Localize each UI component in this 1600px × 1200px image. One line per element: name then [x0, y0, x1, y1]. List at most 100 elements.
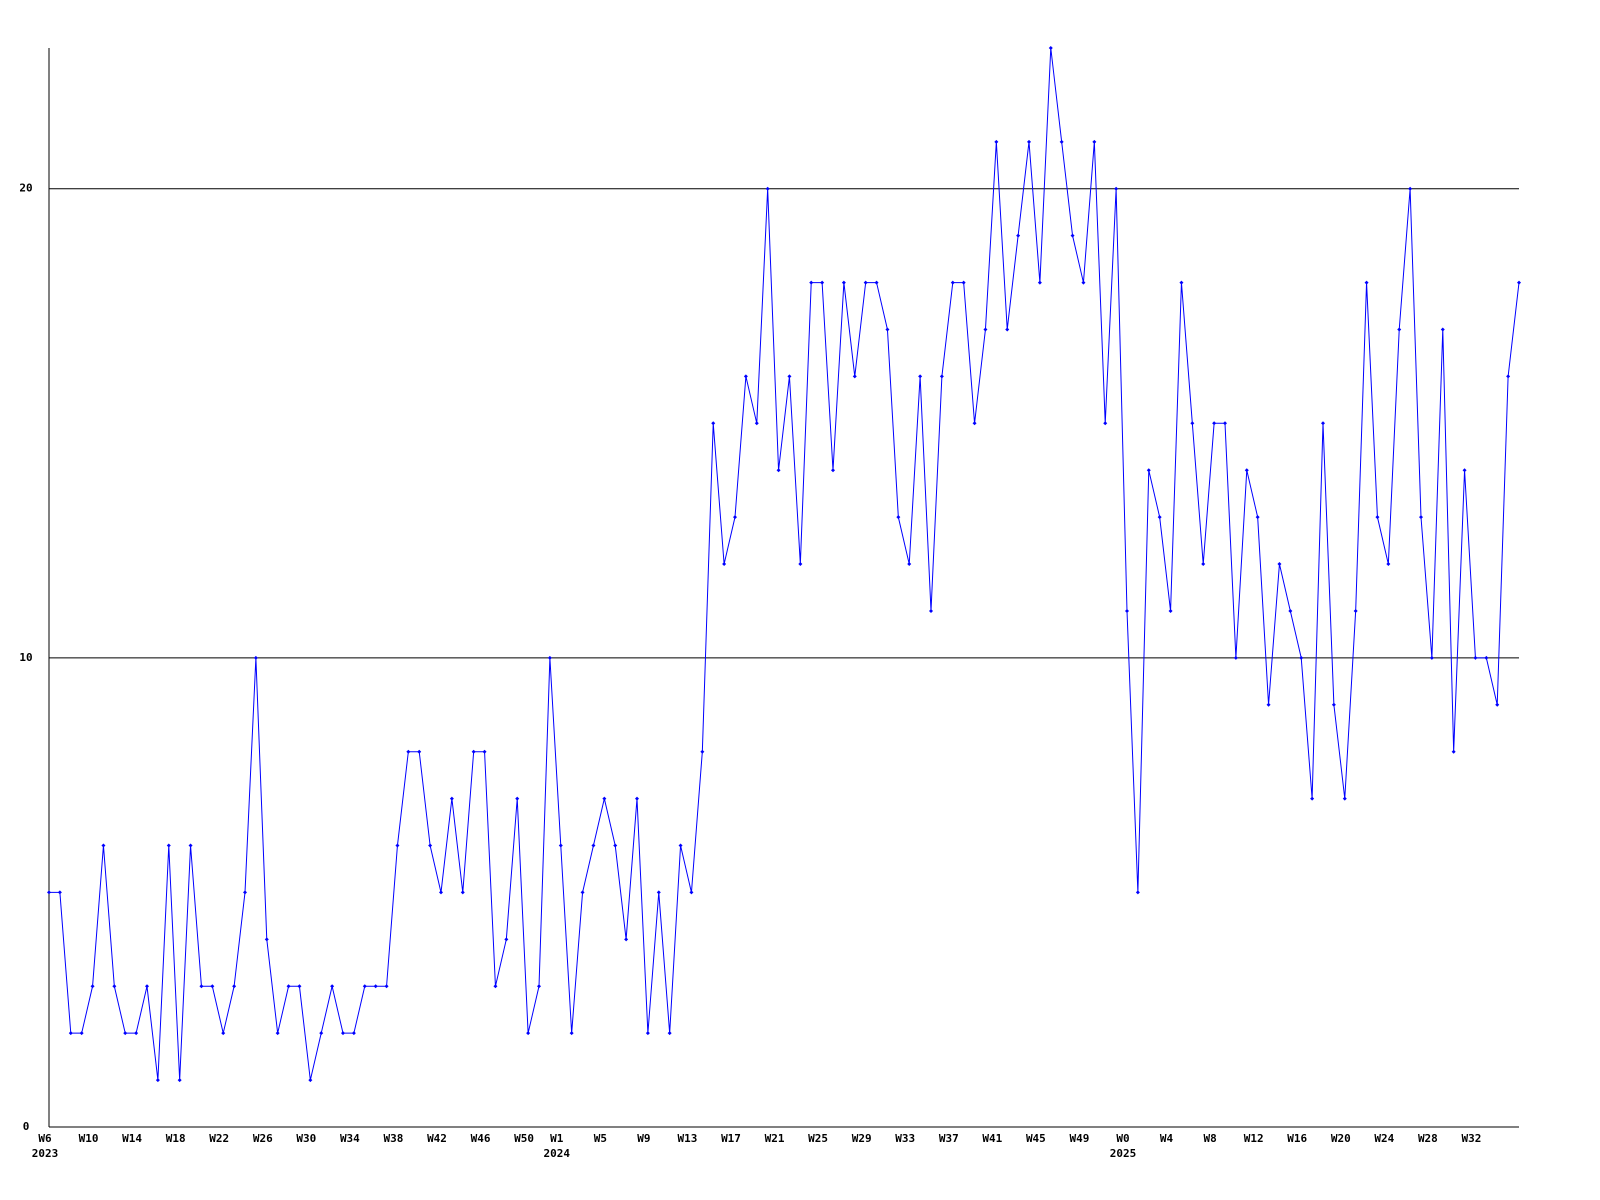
- x-tick-label: W13: [678, 1132, 698, 1145]
- point: [471, 749, 476, 754]
- x-tick-label: W25: [808, 1132, 828, 1145]
- point: [493, 984, 498, 989]
- point: [1277, 562, 1282, 567]
- point: [395, 843, 400, 848]
- point: [1440, 327, 1445, 332]
- point: [297, 984, 302, 989]
- point: [754, 421, 759, 426]
- point: [1048, 46, 1053, 50]
- x-tick-label: W29: [852, 1132, 872, 1145]
- y-tick-label: 20: [19, 182, 32, 195]
- point: [243, 890, 247, 895]
- point: [1484, 655, 1489, 660]
- point: [733, 515, 737, 520]
- point: [221, 1031, 226, 1036]
- point: [134, 1031, 139, 1036]
- x-tick-label: W26: [253, 1132, 273, 1145]
- point: [939, 374, 944, 379]
- point: [373, 984, 378, 989]
- point: [689, 890, 694, 895]
- x-tick-label: W9: [637, 1132, 650, 1145]
- point: [199, 984, 204, 989]
- point: [362, 984, 367, 989]
- x-tick-label: W21: [765, 1132, 785, 1145]
- point: [319, 1031, 324, 1036]
- point: [841, 280, 846, 285]
- point: [983, 327, 988, 332]
- point: [482, 749, 487, 754]
- point: [537, 984, 541, 989]
- year-label: 2023: [32, 1147, 59, 1160]
- point: [101, 843, 106, 848]
- point: [1037, 280, 1042, 285]
- x-tick-label: W49: [1070, 1132, 1090, 1145]
- point: [645, 1031, 650, 1036]
- x-tick-label: W5: [594, 1132, 607, 1145]
- x-tick-label: W38: [384, 1132, 404, 1145]
- point: [580, 890, 585, 895]
- point: [330, 984, 335, 989]
- point: [820, 280, 825, 285]
- point: [188, 843, 193, 848]
- point: [145, 984, 149, 989]
- y-tick-label: 0: [23, 1120, 30, 1133]
- point: [667, 1031, 672, 1036]
- x-tick-label: W6: [38, 1132, 52, 1145]
- point: [57, 890, 62, 895]
- point: [1201, 562, 1206, 567]
- x-tick-label: W20: [1331, 1132, 1351, 1145]
- point: [1408, 186, 1413, 191]
- point: [1244, 468, 1249, 473]
- point: [863, 280, 868, 285]
- x-tick-label: W45: [1026, 1132, 1046, 1145]
- x-tick-label: W50: [514, 1132, 534, 1145]
- point: [79, 1031, 84, 1036]
- point: [264, 937, 269, 942]
- point: [874, 280, 879, 285]
- point: [253, 655, 258, 660]
- point: [1288, 608, 1293, 613]
- point: [1125, 608, 1129, 613]
- point: [1364, 280, 1369, 285]
- x-tick-label: W22: [209, 1132, 229, 1145]
- point: [1092, 139, 1097, 144]
- point: [624, 937, 629, 942]
- point: [155, 1078, 160, 1083]
- point: [635, 796, 639, 801]
- point: [439, 890, 443, 895]
- point: [700, 749, 705, 754]
- point: [831, 468, 835, 473]
- point: [417, 749, 422, 754]
- point: [1212, 421, 1217, 426]
- point: [613, 843, 618, 848]
- x-tick-label: W18: [166, 1132, 186, 1145]
- point: [1135, 890, 1140, 895]
- point: [460, 890, 465, 895]
- point: [1506, 374, 1511, 379]
- x-tick-label: W10: [79, 1132, 99, 1145]
- point: [558, 843, 563, 848]
- x-tick-label: W14: [122, 1132, 142, 1145]
- point: [896, 515, 901, 520]
- point: [47, 890, 51, 895]
- point: [210, 984, 215, 989]
- point: [743, 374, 748, 379]
- point: [232, 984, 237, 989]
- point: [1375, 515, 1380, 520]
- point: [1462, 468, 1467, 473]
- point: [515, 796, 520, 801]
- point: [1114, 186, 1119, 191]
- point: [286, 984, 291, 989]
- x-tick-label: W1: [550, 1132, 564, 1145]
- point: [809, 280, 814, 285]
- point: [90, 984, 95, 989]
- point: [798, 562, 803, 567]
- point: [1081, 280, 1086, 285]
- point: [961, 280, 966, 285]
- point: [526, 1031, 531, 1036]
- point: [547, 655, 552, 660]
- point: [1233, 655, 1238, 660]
- x-tick-label: W30: [296, 1132, 316, 1145]
